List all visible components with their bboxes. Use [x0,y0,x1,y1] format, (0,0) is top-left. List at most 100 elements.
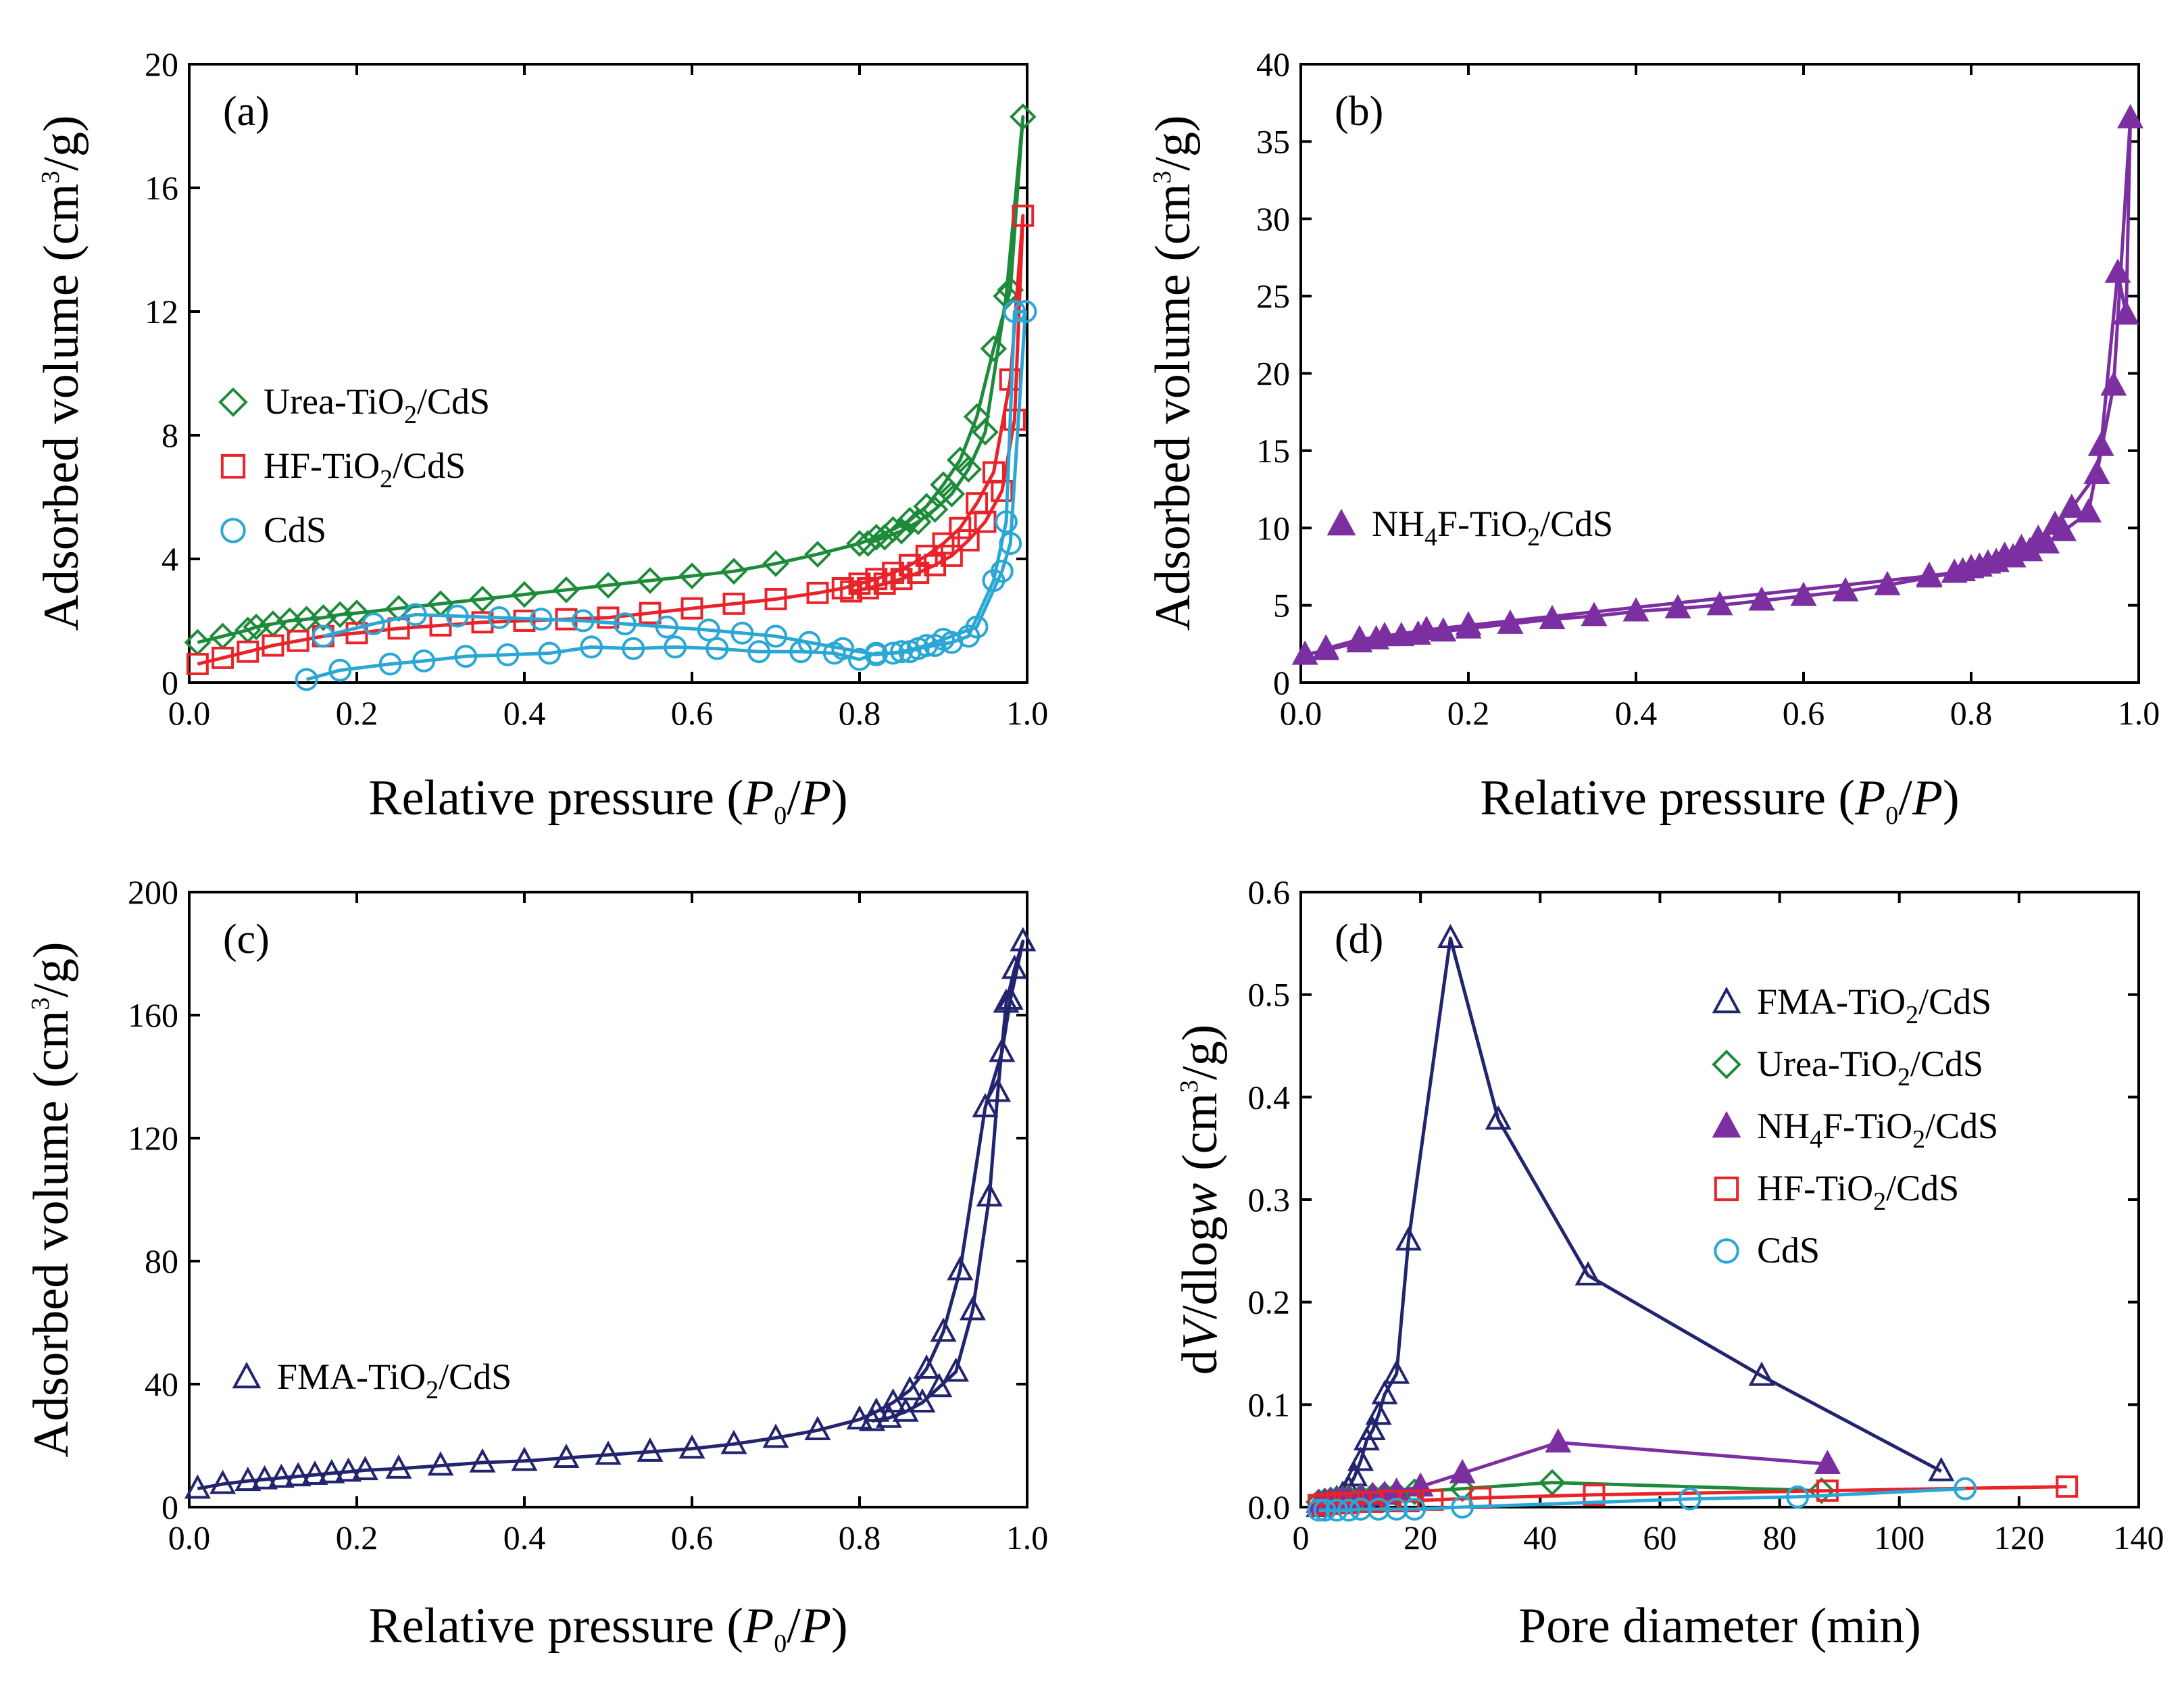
data-point [1312,634,1339,659]
y-tick-label: 0 [162,1488,178,1526]
y-tick-label: 0.0 [1248,1488,1291,1526]
data-point [487,606,511,629]
legend-marker [1714,1176,1739,1202]
data-point [955,456,983,483]
data-point [880,1388,907,1413]
data-point [1966,552,1993,577]
panel-c-ticks: 0.0 0.2 0.4 0.6 0.8 1.0 0 40 80 120 160 200 [128,873,1048,1556]
data-point [972,1093,999,1118]
panel-c-legend: FMA-TiO2/CdS [232,1356,512,1404]
data-point [538,641,562,665]
data-point [1371,622,1398,647]
data-point [972,418,999,446]
x-tick-label: 0 [1293,1519,1310,1556]
legend-marker [1714,1238,1739,1264]
y-tick-label: 35 [1256,122,1290,160]
data-point [454,645,478,668]
data-point [511,1446,538,1471]
data-point [553,576,580,604]
data-point [335,1457,362,1482]
data-point [1430,617,1457,642]
data-point [1485,1105,1512,1130]
y-tick-label: 10 [1256,509,1290,547]
data-point [469,585,496,613]
data-point [639,601,662,624]
legend-marker [232,1361,262,1389]
data-point [1313,1498,1337,1522]
x-tick-label: 0.0 [1280,694,1322,732]
data-point [915,634,939,658]
data-point [921,495,949,523]
data-point [2000,543,2027,568]
data-point [2083,459,2110,484]
data-point [622,637,645,660]
data-point [938,481,966,508]
data-point [1367,1498,1391,1521]
panel-b-ticks: 0.0 0.2 0.4 0.6 0.8 1.0 0 5 10 15 20 25 30 35 40 [1256,45,2160,732]
data-point [1291,640,1318,665]
legend-item: Urea-TiO2/CdS [1712,1043,1983,1091]
legend-label: NH4F-TiO2/CdS [1757,1106,1998,1154]
data-point [312,624,335,648]
data-point [705,637,729,660]
data-point [1581,601,1608,627]
data-point [445,604,469,628]
legend-label: Urea-TiO2/CdS [264,381,490,429]
panel-a-legend: Urea-TiO2/CdS HF-TiO2/CdS CdS [218,381,490,550]
panel-a-label: (a) [223,89,270,134]
data-point [1347,1446,1374,1471]
legend-marker [218,387,248,417]
series-line [1318,936,1942,1509]
data-point [378,652,402,676]
data-point [697,618,720,642]
data-point [999,532,1022,556]
panel-b-xlabel: Relative pressure (P0/P) [1480,770,1959,830]
legend-label: HF-TiO2/CdS [264,445,466,493]
data-point [966,492,989,515]
x-tick-label: 0.8 [839,1519,881,1556]
data-point [896,1375,923,1400]
data-point [985,1077,1012,1102]
y-tick-label: 16 [145,169,178,207]
series-line [197,939,1025,1491]
legend-item: NH4F-TiO2/CdS [1712,1106,1998,1154]
data-point [1814,1450,1841,1475]
data-point [613,612,637,636]
data-point [930,1317,957,1342]
x-tick-label: 0.8 [839,694,881,732]
data-point [1413,616,1440,640]
legend-marker [220,518,246,543]
y-tick-label: 80 [145,1242,178,1280]
data-point [1539,605,1566,629]
data-point [991,479,1014,502]
data-point [1706,591,1733,616]
panel-c-series [184,927,1037,1499]
y-tick-label: 200 [128,873,178,911]
series-FMA-TiO2/CdS [184,927,1037,1499]
data-point [722,592,745,615]
data-point [412,649,436,672]
data-point [2100,371,2127,396]
data-point [888,517,915,545]
data-point [890,640,913,664]
panel-d-ticks: 0 20 40 60 80 100 120 140 0.0 0.1 0.2 0.3 0.4 0.5 0.6 [1248,873,2164,1556]
legend-item: CdS [220,510,326,550]
legend-item: NH4F-TiO2/CdS [1326,503,1613,551]
legend-item: CdS [1714,1230,1820,1271]
legend-marker [220,453,246,479]
data-point [513,610,536,632]
panel-b-ylabel: Adsorbed volume (cm3/g) [1145,116,1201,631]
legend-label: CdS [264,510,326,550]
data-point [678,1434,705,1459]
y-tick-label: 40 [1256,45,1290,83]
y-tick-label: 0.6 [1248,873,1291,911]
data-point [209,1469,237,1494]
legend-marker [1712,1050,1741,1079]
x-tick-label: 1.0 [1006,694,1049,732]
data-point [1748,1361,1775,1386]
data-point [831,577,854,599]
y-tick-label: 8 [162,416,178,454]
data-point [982,461,1005,484]
panel-c-ylabel: Adsorbed volume (cm3/g) [24,942,79,1458]
data-point [1361,1490,1384,1513]
